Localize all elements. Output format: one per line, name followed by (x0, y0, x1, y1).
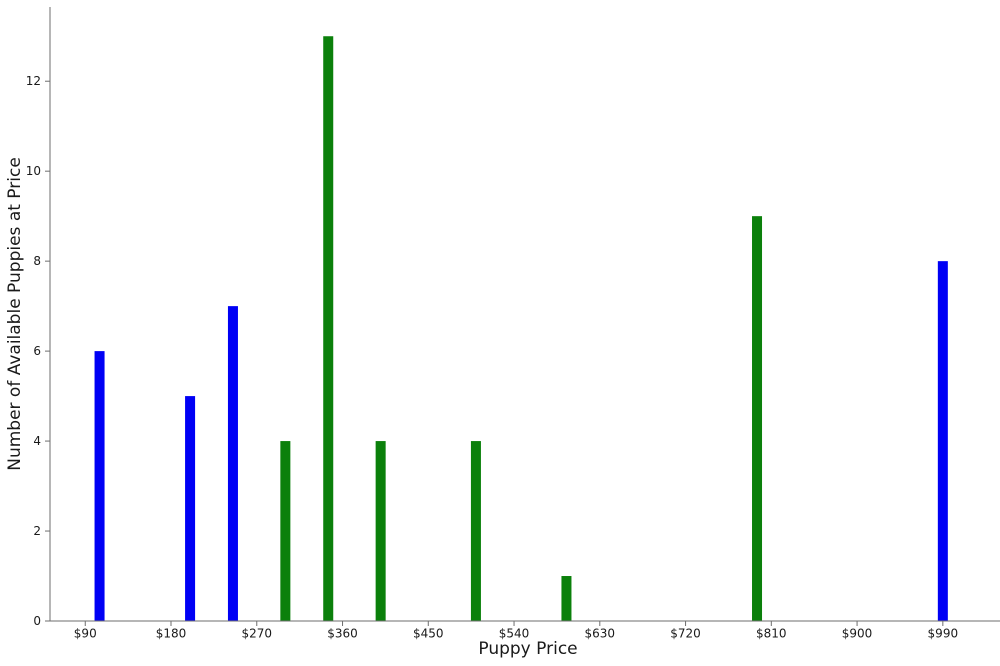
bars-group (94, 36, 948, 622)
y-tick-label: 4 (33, 434, 41, 448)
x-tick-label: $540 (499, 627, 530, 641)
x-axis-title: Puppy Price (478, 639, 578, 659)
bar-400 (375, 441, 386, 621)
x-tick-label: $810 (756, 627, 787, 641)
y-tick-label: 6 (33, 344, 41, 358)
x-tick-label: $900 (842, 627, 873, 641)
bar-500 (470, 441, 481, 621)
x-tick-label: $720 (670, 627, 701, 641)
y-tick-label: 10 (26, 164, 41, 178)
y-axis-title: Number of Available Puppies at Price (5, 157, 25, 471)
x-tick-label: $180 (156, 627, 187, 641)
x-tick-label: $990 (928, 627, 959, 641)
bar-990 (937, 261, 948, 621)
axes-group: $90 $180 $270 $360 $450 $540 $630 $720 $810 $900 $… (26, 7, 1000, 641)
x-tick-label: $90 (74, 627, 97, 641)
bar-105 (94, 351, 105, 621)
bar-345 (323, 36, 334, 622)
bar-595 (561, 576, 572, 621)
bar-795 (752, 216, 763, 621)
x-tick-label: $360 (327, 627, 358, 641)
y-tick-label: 0 (33, 614, 41, 628)
x-tick-label: $450 (413, 627, 444, 641)
y-tick-label: 2 (33, 524, 41, 538)
bar-200 (185, 396, 196, 621)
x-tick-label: $270 (241, 627, 272, 641)
bar-300 (280, 441, 291, 621)
y-tick-label: 12 (26, 74, 41, 88)
x-tick-label: $630 (585, 627, 616, 641)
y-tick-label: 8 (33, 254, 41, 268)
bar-245 (227, 306, 238, 621)
